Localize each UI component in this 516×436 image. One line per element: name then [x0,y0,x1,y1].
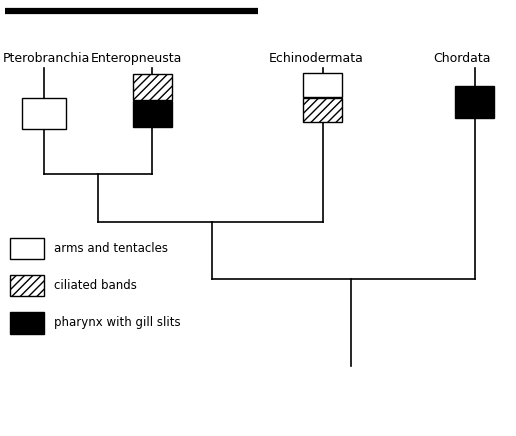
Bar [10,312,44,334]
Bar [455,85,494,119]
Bar [303,98,342,122]
Text: Pterobranchia: Pterobranchia [3,52,90,65]
Text: Enteropneusta: Enteropneusta [90,52,182,65]
Text: pharynx with gill slits: pharynx with gill slits [54,316,181,329]
Bar [10,275,44,296]
Text: arms and tentacles: arms and tentacles [54,242,168,255]
Bar [303,73,342,97]
Bar [10,238,44,259]
Bar [133,101,171,127]
Bar [22,98,66,129]
Text: Chordata: Chordata [433,52,491,65]
Text: Echinodermata: Echinodermata [268,52,363,65]
Bar [133,74,171,100]
Text: ciliated bands: ciliated bands [54,279,137,292]
